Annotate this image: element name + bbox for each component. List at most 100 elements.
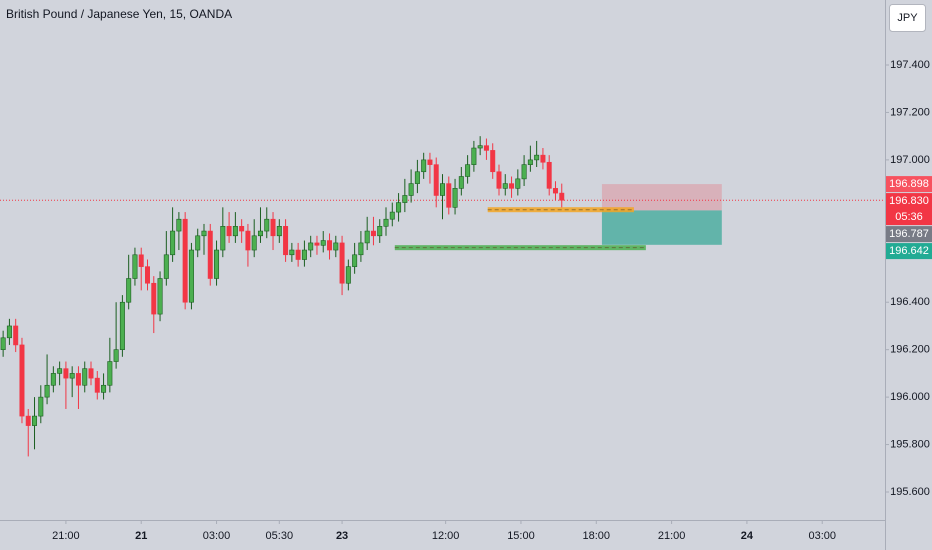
candle-body [521, 164, 527, 180]
candle-body [427, 159, 433, 165]
level-band [394, 245, 646, 251]
candle-body [214, 249, 220, 279]
x-tick-label: 15:00 [507, 530, 535, 542]
candle-body [320, 240, 326, 246]
candle-body [308, 242, 314, 251]
candle-body [414, 171, 420, 184]
price-tag-label: 196.642 [889, 245, 929, 257]
candle-body [75, 373, 81, 386]
candle-body [107, 361, 113, 386]
candle-body [471, 147, 477, 165]
candle-body [358, 242, 364, 256]
currency-label[interactable]: JPY [897, 12, 918, 24]
candle-body [88, 368, 94, 379]
candle-body [509, 183, 515, 189]
candle-body [145, 266, 150, 284]
candle-body [270, 218, 276, 237]
y-tick-label: 196.400 [890, 296, 930, 308]
currency-button[interactable] [889, 4, 926, 32]
candle-body [25, 415, 31, 426]
candle-body [295, 249, 301, 260]
candle-body [408, 183, 414, 196]
price-tag-label: 196.787 [889, 228, 929, 240]
y-tick-label: 195.600 [890, 486, 930, 498]
x-tick-label: 23 [336, 530, 348, 542]
candle-body [502, 183, 508, 189]
candle-body [245, 230, 251, 251]
y-tick-label: 197.200 [890, 106, 930, 118]
candle-body [57, 368, 63, 374]
candle-body [364, 230, 370, 244]
candle-body [465, 164, 471, 177]
candle-body [151, 282, 157, 315]
price-tag-label: 196.898 [889, 178, 929, 190]
price-tag [886, 193, 932, 226]
x-tick-label: 24 [741, 530, 754, 542]
candle-body [163, 254, 169, 279]
candle-body [490, 150, 496, 173]
candle-body [283, 226, 289, 256]
candle-body [201, 230, 207, 237]
candle-body [402, 195, 408, 203]
candle-body [421, 159, 427, 173]
candle-body [126, 278, 132, 303]
price-tag-label: 05:36 [895, 211, 923, 223]
candle-body [232, 226, 238, 237]
candle-body [6, 325, 12, 339]
candle-body [188, 249, 194, 303]
candle-body [552, 188, 558, 194]
candle-body [220, 226, 226, 251]
candle-body [433, 164, 439, 196]
candle-body [314, 242, 320, 246]
candle-body [496, 171, 502, 189]
y-tick-label: 196.000 [890, 391, 930, 403]
price-tag [886, 176, 932, 193]
candle-body [446, 183, 452, 208]
chart-title: British Pound / Japanese Yen, 15, OANDA [6, 7, 232, 21]
x-tick-label: 12:00 [432, 530, 460, 542]
candle-body [452, 188, 458, 208]
candle-body [327, 240, 333, 251]
candle-body [383, 218, 389, 227]
candle-body [50, 373, 56, 386]
candle-body [82, 368, 88, 386]
x-tick-label: 03:00 [203, 530, 231, 542]
x-tick-label: 21:00 [658, 530, 686, 542]
candle-body [257, 230, 263, 237]
candle-body [264, 218, 270, 232]
stop-zone [601, 184, 722, 211]
candle-body [44, 384, 50, 398]
candle-body [559, 192, 565, 201]
candle-body [440, 183, 445, 196]
candle-body [101, 384, 107, 393]
candle-body [13, 325, 19, 346]
candle-body [113, 349, 119, 362]
candle-body [207, 230, 213, 279]
candle-body [477, 145, 483, 149]
candle-body [540, 154, 546, 163]
candle-body [339, 242, 345, 284]
candle-body [19, 344, 25, 417]
candle-body [276, 226, 282, 237]
candle-body [377, 226, 383, 237]
candle-body [182, 218, 188, 303]
price-tag [886, 226, 932, 243]
candle-body [38, 396, 44, 417]
candle-body [170, 230, 176, 256]
candle-body [195, 235, 201, 251]
x-tick-label: 21 [135, 530, 147, 542]
target-zone [601, 210, 722, 245]
candle-body [226, 226, 232, 237]
y-tick-label: 197.400 [890, 59, 930, 71]
x-tick-label: 05:30 [266, 530, 294, 542]
candle-body [157, 278, 163, 315]
y-tick-label: 195.800 [890, 438, 930, 450]
candle-body [345, 266, 351, 284]
candle-body [176, 218, 182, 232]
candle-body [94, 377, 100, 393]
candle-body [396, 202, 402, 213]
y-tick-label: 196.200 [890, 344, 930, 356]
candle-body [515, 178, 521, 189]
